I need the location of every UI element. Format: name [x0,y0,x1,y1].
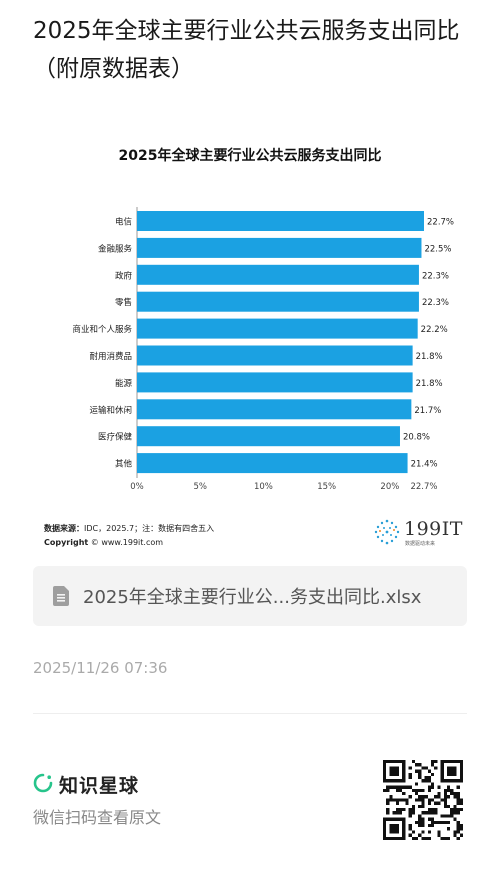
x-tick-label-1: 5% [193,482,207,492]
bar-5 [137,345,413,366]
value-label-9: 21.4% [411,460,438,470]
attachment-file-name: 2025年全球主要行业公...务支出同比.xlsx [83,587,422,608]
x-tick-label-3: 15% [317,482,336,492]
chart-title: 2025年全球主要行业公共云服务支出同比 [119,147,382,164]
value-label-5: 21.8% [416,352,443,362]
copyright-label: Copyright [44,538,89,547]
data-source-label: 数据来源： [44,524,84,533]
category-label-8: 医疗保健 [98,432,133,443]
bar-1 [137,237,422,258]
category-label-3: 零售 [115,297,132,308]
divider [33,713,467,714]
x-tick-label-2: 10% [254,482,273,492]
logo-tagline: 数据驱动未来 [405,541,436,547]
bar-0 [137,211,424,231]
post-timestamp: 2025/11/26 07:36 [33,659,168,677]
category-label-4: 商业和个人服务 [72,324,132,335]
qr-code [383,760,463,840]
bar-8 [137,426,400,447]
x-tick-label-5: 22.7% [410,482,437,492]
x-tick-label-0: 0% [130,482,144,492]
value-label-0: 22.7% [427,218,454,228]
logo-name: 199IT [404,518,463,540]
data-source: 数据来源：IDC，2025.7；注：数据有四舍五入 [44,523,214,534]
value-label-2: 22.3% [422,271,449,281]
page-title: 2025年全球主要行业公共云服务支出同比（附原数据表） [33,18,460,82]
category-label-0: 电信 [115,217,133,228]
globe-dots-icon [374,519,400,545]
spreadsheet-file-icon [53,586,69,606]
planet-ring-icon [33,773,53,793]
value-label-3: 22.3% [422,298,449,308]
scan-hint: 微信扫码查看原文 [33,808,162,827]
value-label-1: 22.5% [424,244,451,254]
brand-logo-199it: 199IT 数据驱动未来 [372,517,462,551]
bar-6 [137,372,413,393]
category-label-7: 运输和休闲 [89,405,132,416]
category-label-6: 能源 [115,378,133,389]
x-tick-label-4: 20% [380,482,399,492]
value-label-4: 22.2% [421,325,448,335]
brand-name: 知识星球 [59,775,140,797]
bar-9 [137,453,408,474]
category-label-2: 政府 [115,270,133,281]
bar-2 [137,264,419,285]
bar-4 [137,318,418,339]
attachment-card[interactable]: 2025年全球主要行业公...务支出同比.xlsx [33,566,467,626]
bar-7 [137,399,412,420]
category-label-9: 其他 [115,459,133,470]
category-label-1: 金融服务 [98,243,133,254]
copyright-text: © www.199it.com [90,538,164,547]
bar-3 [137,291,419,312]
category-label-5: 耐用消费品 [89,351,132,362]
copyright: Copyright © www.199it.com [44,538,163,547]
value-label-6: 21.8% [416,379,443,389]
value-label-7: 21.7% [414,406,441,416]
value-label-8: 20.8% [403,433,430,443]
data-source-text: IDC，2025.7；注：数据有四舍五入 [84,524,215,533]
